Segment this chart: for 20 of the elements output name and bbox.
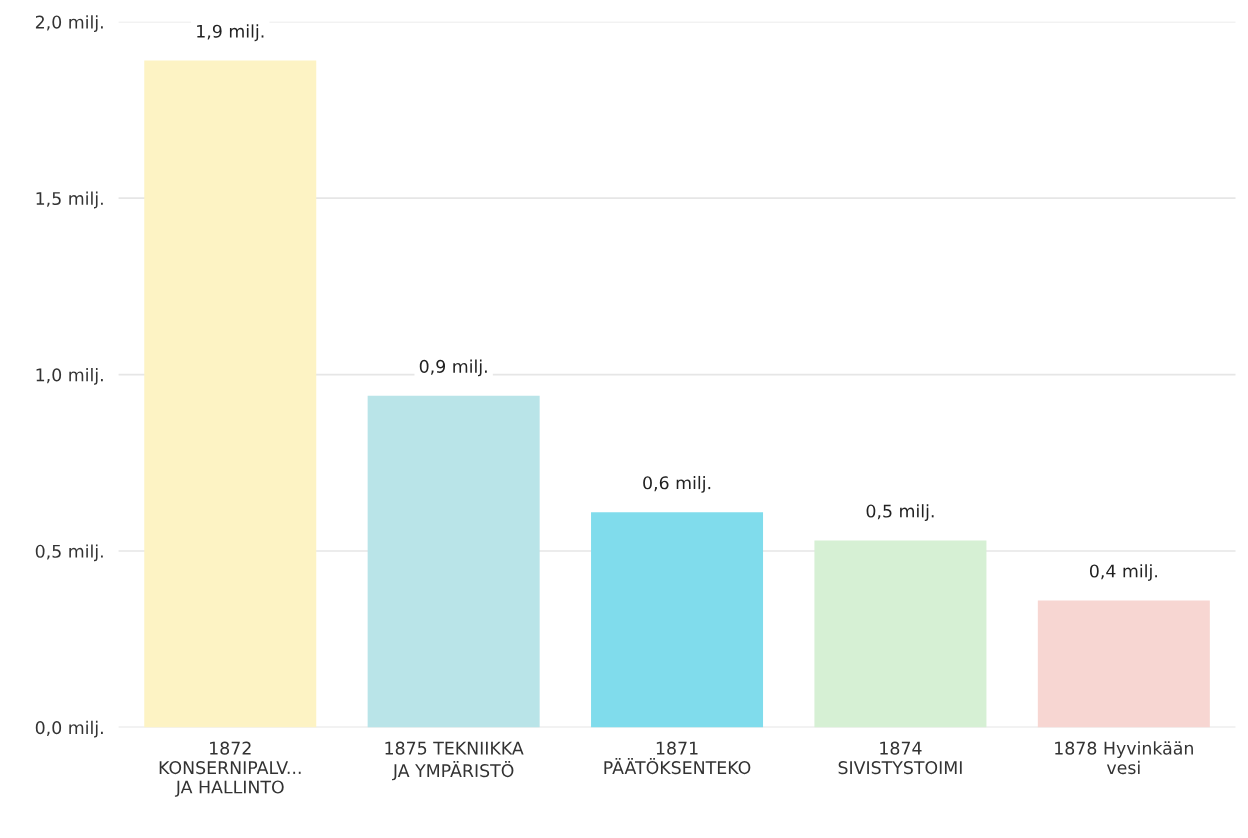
x-tick-label: 1875 TEKNIIKKA JA YMPÄRISTÖ <box>385 741 524 781</box>
y-tick-label: 0,0 milj. <box>35 720 103 738</box>
data-label: 0,5 milj. <box>866 504 934 521</box>
x-tick-label: 1871 PÄÄTÖKSENTEKO <box>604 741 751 775</box>
y-tick-label: 1,5 milj. <box>36 191 103 209</box>
data-label: 0,9 milj. <box>419 359 487 377</box>
bar <box>591 512 764 728</box>
bar <box>814 540 987 728</box>
bar <box>144 60 317 728</box>
x-tick-label: 1872 KONSERNIPALV... JA HALLINTO <box>159 741 301 797</box>
data-label: 1,9 milj. <box>197 24 264 42</box>
bar <box>367 395 540 728</box>
bar <box>1037 600 1210 728</box>
x-tick-label: 1874 SIVISTYSTOIMI <box>838 741 962 775</box>
x-tick-label: 1878 Hyvinkään vesi <box>1055 741 1193 775</box>
y-tick-label: 2,0 milj. <box>35 15 103 32</box>
y-tick-label: 1,0 milj. <box>36 367 103 385</box>
data-label: 0,6 milj. <box>643 475 711 493</box>
y-tick-label: 0,5 milj. <box>35 544 103 562</box>
data-label: 0,4 milj. <box>1089 564 1157 581</box>
